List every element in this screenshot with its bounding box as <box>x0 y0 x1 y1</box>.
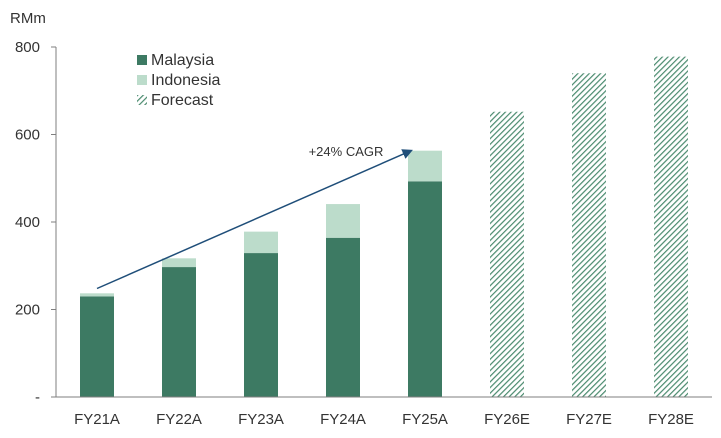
bar-malaysia-fy25a <box>408 181 442 397</box>
legend-label-malaysia: Malaysia <box>151 52 214 69</box>
x-tick-label: FY25A <box>402 411 448 428</box>
y-tick-label: - <box>35 389 40 406</box>
cagr-arrow <box>96 149 413 290</box>
bar-malaysia-fy21a <box>80 296 114 397</box>
cagr-label: +24% CAGR <box>309 144 384 159</box>
y-tick-label: 600 <box>15 127 40 144</box>
x-tick-label: FY22A <box>156 411 202 428</box>
x-tick-label: FY24A <box>320 411 366 428</box>
bar-indonesia-fy24a <box>326 204 360 238</box>
y-tick-label: 200 <box>15 302 40 319</box>
x-axis: FY21A FY22A FY23A FY24A FY25A FY26E FY27E FY28E <box>56 396 712 428</box>
y-tick-label: 800 <box>15 39 40 56</box>
x-tick-label: FY23A <box>238 411 284 428</box>
x-tick-label: FY27E <box>566 411 612 428</box>
unit-label: RMm <box>10 10 46 27</box>
bars-group <box>80 56 688 397</box>
bar-indonesia-fy23a <box>244 231 278 254</box>
bar-indonesia-fy22a <box>162 258 196 268</box>
legend-label-forecast: Forecast <box>151 92 214 109</box>
legend-label-indonesia: Indonesia <box>151 72 220 89</box>
legend-swatch-malaysia <box>137 55 147 65</box>
bar-forecast-fy27e <box>572 73 606 397</box>
bar-malaysia-fy24a <box>326 237 360 397</box>
legend-swatch-forecast <box>137 95 147 105</box>
bar-forecast-fy28e <box>654 56 688 397</box>
y-tick-label: 400 <box>15 214 40 231</box>
bar-forecast-fy26e <box>490 111 524 397</box>
x-tick-label: FY26E <box>484 411 530 428</box>
x-tick-label: FY28E <box>648 411 694 428</box>
x-tick-label: FY21A <box>74 411 120 428</box>
bar-malaysia-fy23a <box>244 253 278 397</box>
y-axis: - 200 400 600 800 <box>15 39 57 406</box>
legend-swatch-indonesia <box>137 75 147 85</box>
bar-malaysia-fy22a <box>162 267 196 397</box>
bar-indonesia-fy25a <box>408 150 442 182</box>
legend: Malaysia Indonesia Forecast <box>137 52 220 109</box>
bar-indonesia-fy21a <box>80 293 114 297</box>
annotations: +24% CAGR <box>96 144 413 290</box>
